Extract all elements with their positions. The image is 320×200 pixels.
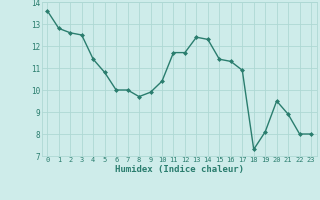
X-axis label: Humidex (Indice chaleur): Humidex (Indice chaleur) xyxy=(115,165,244,174)
